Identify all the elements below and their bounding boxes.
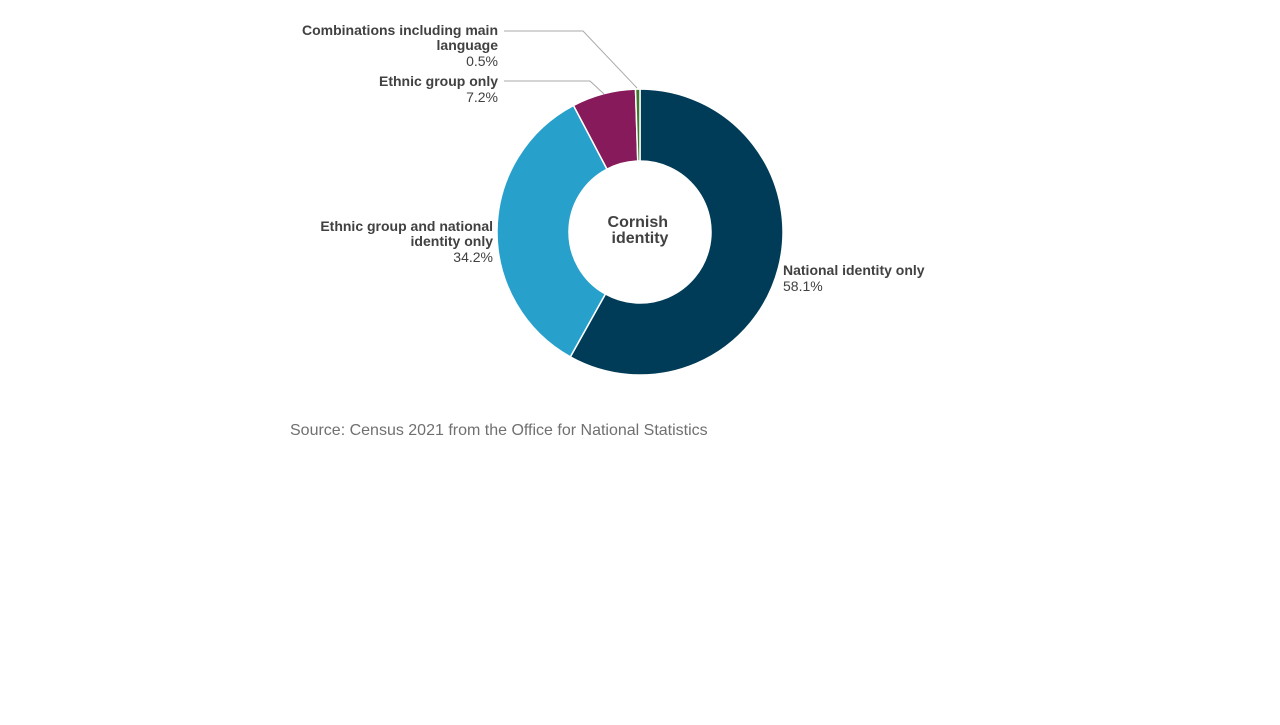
slice-value-label-2: 34.2% [453,249,493,265]
slice-label-name-3: Ethnic group only [379,73,498,89]
leader-line-3 [504,80,605,95]
slice-label-2: Ethnic group and national identity only34… [320,218,493,265]
slice-value-label-1: 58.1% [783,278,823,294]
slice-label-name-line: Ethnic group only [379,73,498,89]
slice-label-name-line: language [437,37,499,53]
slice-label-name-2: Ethnic group and national identity only [320,218,493,249]
slice-label-name-4: Combinations including main language [302,22,498,53]
center-label-line-1: Cornish [608,214,668,231]
slices-layer [496,88,784,376]
donut-slice-1 [569,88,784,376]
leader-lines-layer [504,30,638,95]
center-label-line-2: identity [612,230,669,247]
donut-slice-4 [634,88,641,162]
source-note: Source: Census 2021 from the Office for … [290,422,708,439]
slice-value-label-3: 7.2% [466,89,498,105]
center-label: Cornish identity [608,214,673,247]
slice-label-name-line: identity only [411,233,494,249]
donut-slice-2 [496,104,608,358]
leader-line-4 [504,30,638,89]
slice-label-name-line: Ethnic group and national [320,218,493,234]
slice-value-label-4: 0.5% [466,53,498,69]
slice-label-name-1: National identity only [783,262,925,278]
slice-label-name-line: Combinations including main [302,22,498,38]
slice-label-name-line: National identity only [783,262,925,278]
